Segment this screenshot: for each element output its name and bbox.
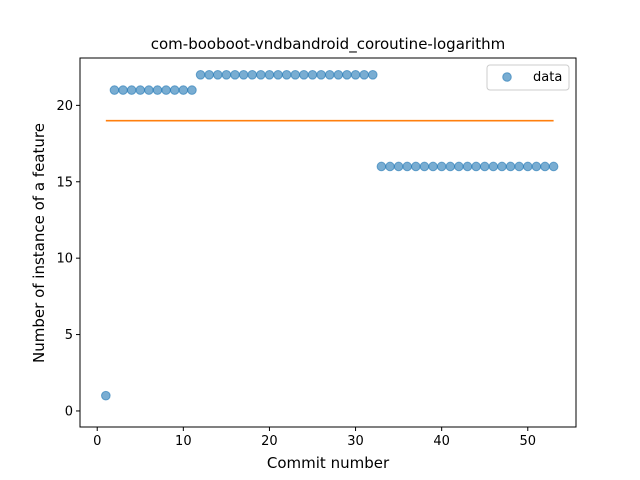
data-point [342, 70, 352, 80]
x-axis-label: Commit number [267, 454, 390, 472]
data-point [445, 161, 456, 172]
y-tick-label: 15 [56, 175, 73, 190]
data-point [548, 161, 559, 172]
data-point [540, 161, 550, 172]
data-point [178, 85, 189, 95]
plot-frame [79, 57, 577, 428]
data-point [471, 161, 481, 172]
data-point [299, 70, 309, 80]
data-point [161, 85, 171, 95]
data-point [135, 85, 146, 95]
data-point [238, 70, 249, 80]
data-point [419, 161, 430, 172]
data-point [367, 70, 378, 80]
x-tick-label: 10 [175, 434, 192, 449]
data-point [169, 85, 180, 95]
data-point [212, 70, 223, 80]
data-point [316, 70, 326, 80]
data-point [402, 161, 413, 172]
data-point [256, 70, 266, 80]
data-point [350, 70, 361, 80]
data-point [324, 70, 335, 80]
data-point [221, 70, 232, 80]
data-point [531, 161, 542, 172]
y-tick-label: 0 [65, 404, 73, 419]
legend-marker [502, 72, 512, 82]
data-point [411, 161, 421, 172]
data-point [195, 70, 206, 80]
data-point [307, 70, 318, 80]
data-point [247, 70, 258, 80]
data-point [126, 85, 137, 95]
data-point [144, 85, 154, 95]
chart-title: com-booboot-vndbandroid_coroutine-logari… [151, 35, 505, 54]
data-point [273, 70, 283, 80]
legend: data [486, 64, 570, 91]
data-point [290, 70, 301, 80]
data-point [101, 390, 111, 401]
x-tick-label: 20 [261, 434, 278, 449]
data-point [462, 161, 473, 172]
axes: 0 10 20 30 40 50 0 5 10 15 20 [56, 57, 577, 449]
data-point [359, 70, 369, 80]
plot-marks [101, 70, 559, 401]
data-point [333, 70, 344, 80]
data-point [436, 161, 447, 172]
y-tick-label: 5 [65, 328, 73, 343]
data-point [385, 161, 395, 172]
data-point [109, 85, 120, 95]
x-tick-label: 40 [433, 434, 450, 449]
data-point [505, 161, 516, 172]
data-point [522, 161, 533, 172]
data-point [230, 70, 240, 80]
data-point [428, 161, 438, 172]
y-tick-label: 20 [56, 99, 73, 114]
data-point [514, 161, 524, 172]
y-tick-label: 10 [56, 252, 73, 267]
data-point [281, 70, 292, 80]
data-point [376, 161, 387, 172]
data-point [393, 161, 404, 172]
data-point [187, 85, 197, 95]
data-point [488, 161, 499, 172]
data-point [479, 161, 490, 172]
data-point [264, 70, 275, 80]
data-point [152, 85, 163, 95]
y-axis-label: Number of instance of a feature [30, 123, 48, 363]
data-point [497, 161, 507, 172]
legend-box [486, 64, 570, 91]
data-point [204, 70, 214, 80]
data-point [118, 85, 128, 95]
x-tick-label: 30 [347, 434, 364, 449]
legend-label: data [533, 70, 562, 85]
x-tick-label: 50 [520, 434, 537, 449]
x-tick-label: 0 [93, 434, 101, 449]
data-point [454, 161, 464, 172]
